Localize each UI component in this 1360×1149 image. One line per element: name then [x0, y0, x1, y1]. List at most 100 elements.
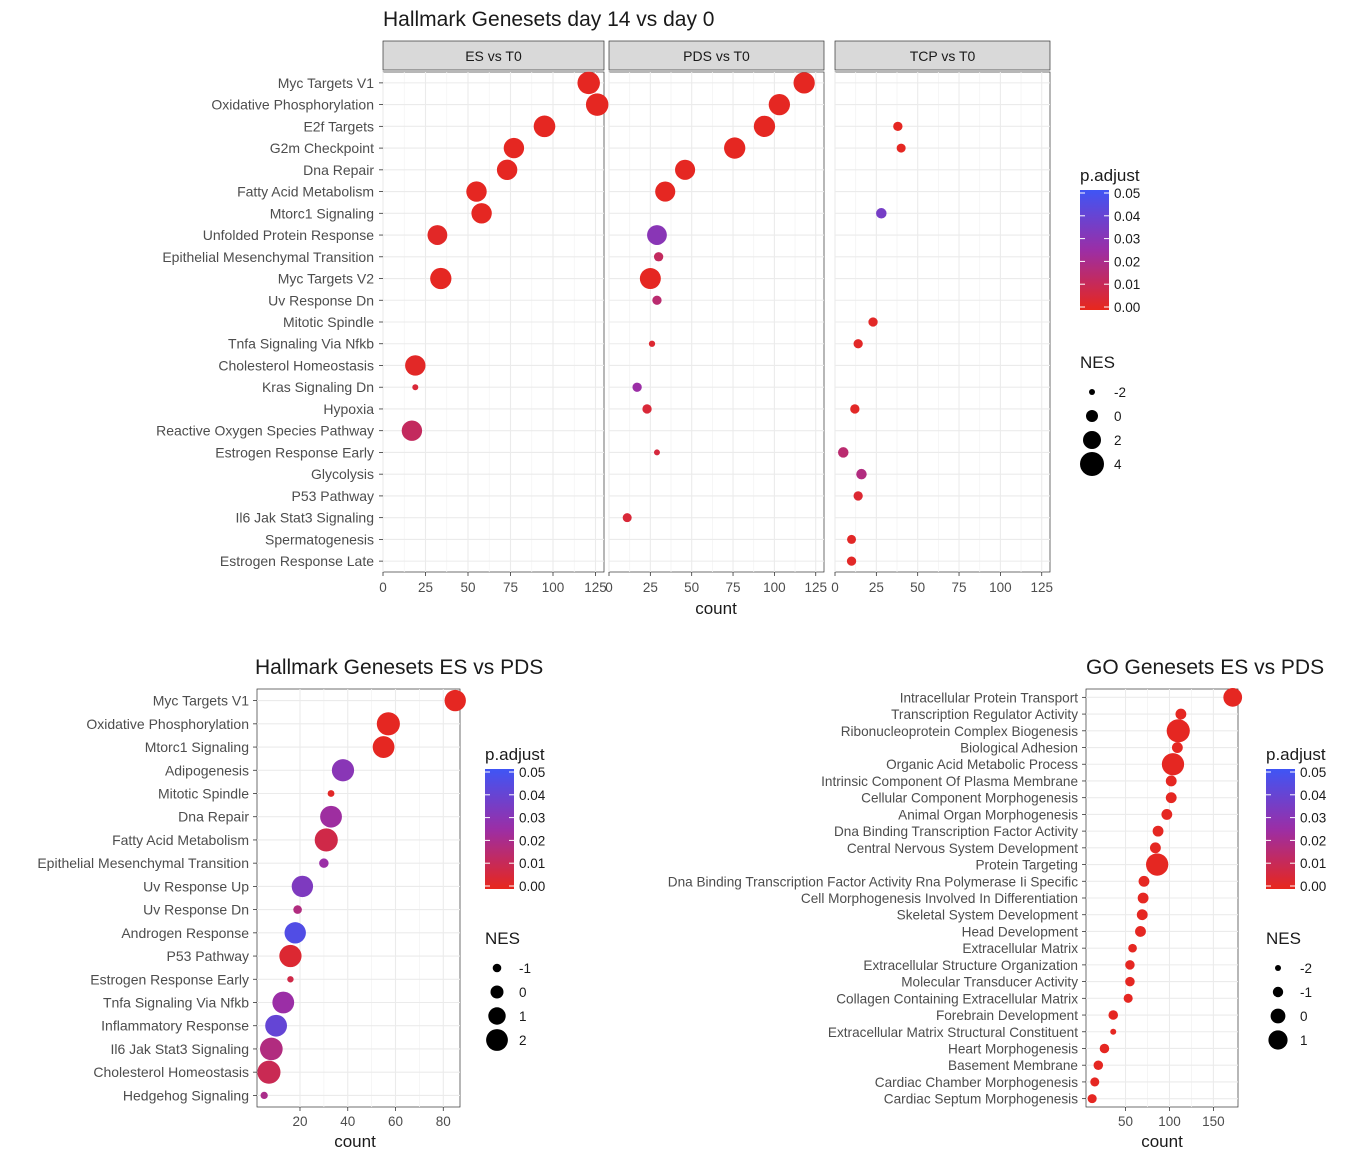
data-point — [1135, 926, 1146, 937]
data-point — [284, 922, 306, 944]
y-tick-label: G2m Checkpoint — [270, 140, 374, 156]
data-point — [401, 420, 423, 441]
x-tick-label: 50 — [684, 580, 699, 595]
y-tick-label: Forebrain Development — [936, 1008, 1078, 1023]
x-tick-label: 125 — [804, 580, 827, 595]
data-point — [1136, 909, 1148, 921]
data-point — [376, 712, 400, 736]
legend-nes-dot — [492, 963, 502, 973]
data-point — [272, 991, 295, 1014]
legend-nes-label: -1 — [519, 961, 531, 976]
legend-padj-label: 0.03 — [519, 811, 545, 826]
y-tick-label: Cell Morphogenesis Involved In Different… — [801, 891, 1078, 906]
data-point — [853, 491, 863, 501]
data-point — [259, 1037, 283, 1061]
data-point — [405, 355, 426, 376]
data-point — [850, 404, 860, 414]
data-point — [430, 267, 452, 290]
legend-nes-dot — [1272, 986, 1284, 998]
legend-padj-label: 0.00 — [1114, 300, 1140, 315]
x-tick-label: 150 — [1202, 1114, 1225, 1129]
x-axis-title: count — [1141, 1132, 1183, 1149]
legend-padj-label: 0.03 — [1114, 232, 1140, 247]
legend-nes-label: 0 — [1114, 409, 1122, 424]
x-tick-label: 100 — [989, 580, 1012, 595]
legend-nes-dot — [1083, 431, 1101, 449]
y-tick-label: Mtorc1 Signaling — [145, 739, 249, 755]
y-tick-label: Cardiac Chamber Morphogenesis — [875, 1075, 1078, 1090]
y-tick-label: Cholesterol Homeostasis — [218, 357, 374, 373]
y-tick-label: Dna Repair — [178, 809, 249, 825]
y-tick-label: Extracellular Matrix — [962, 941, 1078, 956]
chart-top: Hallmark Genesets day 14 vs day 0 ES vs T… — [156, 8, 1053, 618]
legend-nes-dot — [1086, 410, 1098, 422]
y-tick-label: Estrogen Response Early — [215, 444, 374, 460]
x-tick-label: 125 — [1030, 580, 1053, 595]
y-tick-label: Hypoxia — [323, 401, 374, 417]
y-tick-label: Reactive Oxygen Species Pathway — [156, 423, 374, 439]
facet-strip — [834, 40, 1051, 71]
data-point — [1108, 1010, 1118, 1020]
facet-label: TCP vs T0 — [910, 48, 976, 64]
legend-nes-label: 1 — [1300, 1033, 1308, 1048]
y-tick-label: Uv Response Dn — [143, 902, 249, 918]
y-tick-label: P53 Pathway — [167, 948, 250, 964]
y-tick-label: Oxidative Phosphorylation — [86, 716, 249, 732]
data-point — [466, 181, 487, 202]
data-point — [260, 1091, 268, 1100]
data-point — [1087, 1094, 1097, 1104]
data-point — [319, 858, 329, 868]
data-point — [1110, 1028, 1117, 1035]
legend-padj-label: 0.04 — [1300, 788, 1327, 803]
chart-title: Hallmark Genesets day 14 vs day 0 — [383, 8, 715, 31]
x-tick-label: 0 — [831, 580, 839, 595]
legend-padj-label: 0.01 — [1300, 856, 1326, 871]
y-tick-label: Protein Targeting — [975, 858, 1078, 873]
y-tick-label: Oxidative Phosphorylation — [211, 97, 374, 113]
data-point — [1165, 792, 1177, 804]
data-point — [868, 317, 878, 327]
data-point — [412, 384, 419, 391]
data-point — [1146, 853, 1169, 876]
legend-colorbar — [1266, 769, 1295, 889]
y-tick-label: Kras Signaling Dn — [262, 379, 374, 395]
facet-strip — [382, 40, 605, 71]
data-point — [1165, 775, 1177, 787]
data-point — [893, 121, 903, 131]
data-point — [853, 339, 863, 349]
chart-bottom-left: Hallmark Genesets ES vs PDS Myc Targets V… — [37, 656, 543, 1149]
x-tick-label: 80 — [436, 1114, 451, 1129]
x-axis-title: count — [695, 599, 737, 618]
y-tick-label: Inflammatory Response — [101, 1018, 249, 1034]
facet-strip — [608, 40, 825, 71]
x-tick-label: 100 — [763, 580, 786, 595]
data-point — [856, 468, 867, 480]
legend-nes-label: 2 — [1114, 433, 1122, 448]
data-point — [291, 875, 314, 898]
y-tick-label: Intracellular Protein Transport — [900, 690, 1079, 705]
legend-padj-title: p.adjust — [1080, 166, 1140, 185]
y-tick-label: Estrogen Response Early — [90, 971, 249, 987]
x-tick-label: 25 — [418, 580, 433, 595]
data-point — [653, 449, 660, 456]
data-point — [314, 828, 338, 852]
data-point — [331, 759, 355, 782]
legend-nes-title: NES — [1266, 929, 1301, 948]
y-tick-label: Fatty Acid Metabolism — [112, 832, 249, 848]
y-tick-label: Hedgehog Signaling — [123, 1087, 249, 1103]
data-point — [1166, 719, 1190, 743]
y-tick-label: Unfolded Protein Response — [203, 227, 374, 243]
data-point — [838, 447, 849, 458]
data-point — [1137, 892, 1149, 904]
y-tick-label: Glycolysis — [311, 466, 374, 482]
x-tick-label: 25 — [643, 580, 658, 595]
legend-nes-label: 1 — [519, 1009, 527, 1024]
legend-nes-dot — [490, 985, 504, 999]
y-tick-label: Basement Membrane — [948, 1058, 1078, 1073]
legend-padj-label: 0.02 — [1114, 254, 1140, 269]
y-tick-label: Il6 Jak Stat3 Signaling — [110, 1041, 249, 1057]
data-point — [1099, 1043, 1110, 1054]
legend-nes-dot — [1089, 389, 1095, 395]
